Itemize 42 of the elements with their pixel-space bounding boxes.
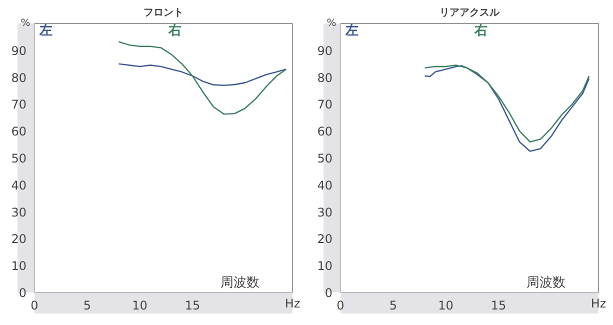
text: 右: [474, 24, 488, 38]
y-tick-label: 70: [317, 98, 333, 112]
series-label: 右: [168, 24, 182, 38]
y-axis-title: %: [20, 18, 30, 29]
text: 左: [38, 24, 53, 38]
line-series: [118, 41, 287, 115]
annotation: 周波数: [220, 276, 260, 290]
chart-title: フロント: [144, 8, 184, 18]
y-tick-label: 10: [11, 259, 27, 274]
x-tick-label: 5: [389, 298, 397, 312]
y-tick-label: 80: [11, 70, 27, 85]
y-tick-label: 80: [317, 70, 333, 85]
y-tick-label: 30: [317, 205, 333, 220]
x-tick-label: 0: [336, 298, 344, 312]
y-tick-label: 60: [317, 124, 333, 139]
line-series: [118, 63, 287, 86]
chart-title: リアアクスル: [440, 8, 500, 18]
y-tick-label: 60: [11, 124, 27, 139]
x-tick-label: 10: [438, 298, 454, 312]
y-tick-label: 90: [317, 44, 333, 58]
y-tick-label: 10: [317, 259, 333, 274]
y-tick-label: 0: [324, 286, 333, 300]
y-tick-label: 90: [11, 44, 27, 58]
y-tick-label: 50: [317, 152, 333, 166]
x-tick-label: 5: [83, 298, 91, 312]
y-tick-label: 30: [11, 205, 27, 220]
text: 左: [344, 24, 359, 38]
y-tick-label: 20: [317, 232, 333, 246]
x-tick-label: 15: [490, 298, 506, 312]
x-axis-title: Hz: [590, 296, 606, 310]
y-tick-label: 20: [11, 232, 27, 246]
y-axis-title: %: [326, 18, 336, 29]
x-tick-label: 0: [30, 298, 38, 312]
x-tick-label: 10: [132, 298, 148, 312]
annotation: 周波数: [526, 276, 566, 290]
x-tick-label: 15: [184, 298, 200, 312]
y-tick-label: 40: [11, 178, 27, 192]
y-tick-label: 40: [317, 178, 333, 192]
y-tick-label: 70: [11, 98, 27, 112]
y-tick-label: 50: [11, 152, 27, 166]
y-tick-label: 0: [18, 286, 27, 300]
x-axis-title: Hz: [284, 296, 300, 310]
